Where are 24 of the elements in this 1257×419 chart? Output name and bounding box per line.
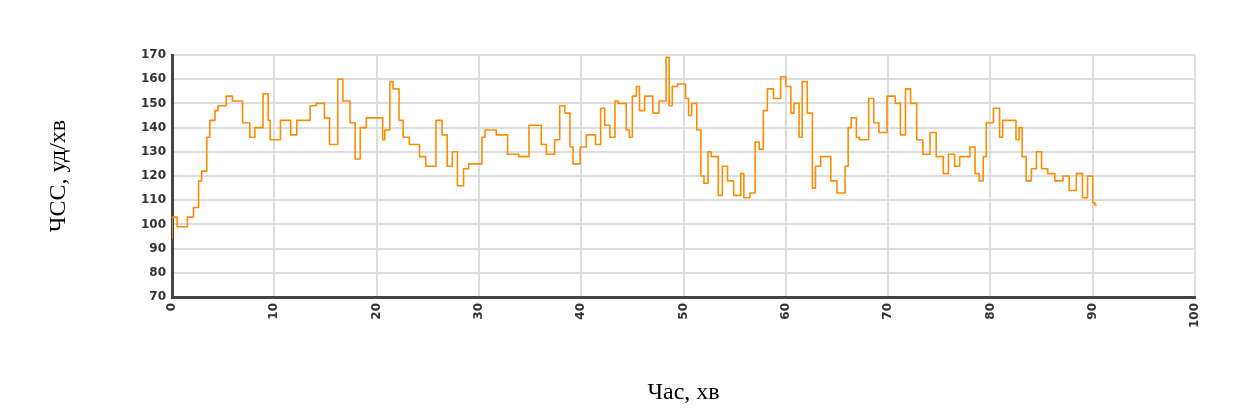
x-tick-label: 90 (1084, 303, 1099, 320)
y-tick-label: 150 (140, 95, 166, 110)
y-tick-label: 130 (140, 143, 166, 158)
x-tick-label: 60 (777, 303, 792, 320)
x-tick-label: 40 (573, 303, 588, 320)
y-tick-label: 80 (149, 264, 166, 279)
y-tick-label: 140 (140, 119, 166, 134)
x-tick-label: 50 (675, 303, 690, 320)
x-axis-title: Час, хв (647, 377, 720, 404)
x-tick-label: 30 (471, 303, 486, 320)
x-tick-label: 0 (164, 303, 179, 312)
y-tick-label: 90 (149, 240, 166, 255)
y-tick-label: 160 (140, 71, 166, 86)
x-tick-label: 100 (1187, 303, 1202, 329)
y-tick-label: 170 (140, 47, 166, 62)
y-axis-title: ЧСС, уд/хв (43, 119, 70, 233)
x-tick-label: 20 (368, 303, 383, 320)
x-tick-label: 80 (982, 303, 997, 320)
x-tick-label: 70 (880, 303, 895, 320)
x-tick-label: 10 (266, 303, 281, 320)
y-tick-label: 70 (149, 289, 166, 304)
y-tick-label: 100 (140, 216, 166, 231)
y-tick-label: 110 (140, 192, 166, 207)
y-tick-label: 120 (140, 168, 166, 183)
